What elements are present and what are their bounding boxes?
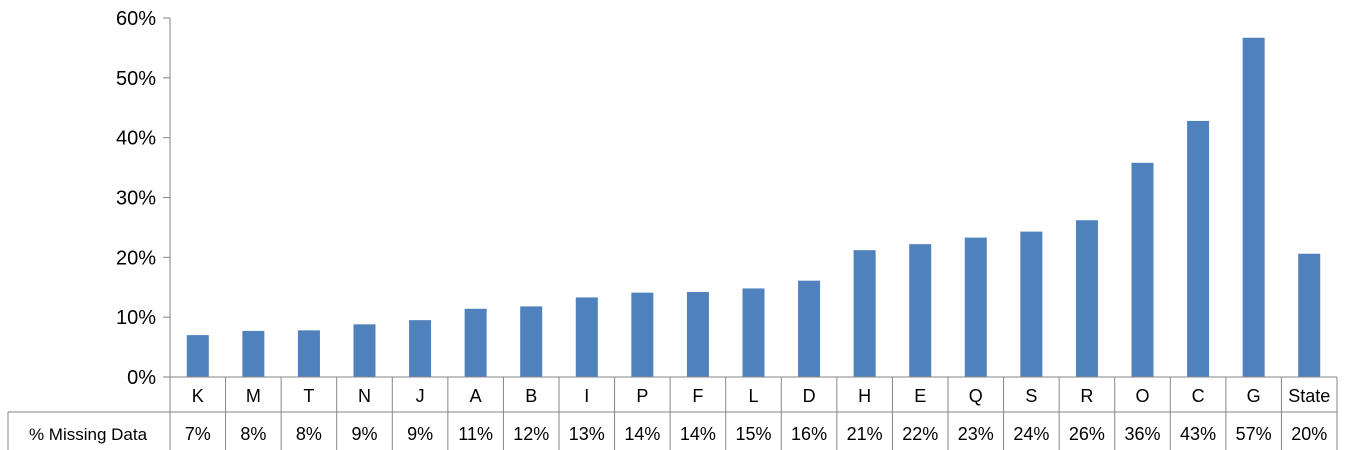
data-label: 26%	[1069, 424, 1105, 444]
data-label: 20%	[1291, 424, 1327, 444]
y-tick-label: 10%	[116, 307, 156, 329]
bar-i	[575, 297, 598, 377]
x-tick-label: Q	[969, 386, 983, 406]
y-tick-label: 20%	[116, 247, 156, 269]
x-tick-label: S	[1025, 386, 1037, 406]
data-label: 12%	[513, 424, 549, 444]
x-tick-label: State	[1288, 386, 1330, 406]
bar-h	[853, 250, 876, 377]
bar-t	[297, 330, 320, 377]
data-label: 36%	[1124, 424, 1160, 444]
data-label: 8%	[240, 424, 266, 444]
data-label: 14%	[680, 424, 716, 444]
bar-b	[520, 306, 543, 377]
bar-q	[964, 237, 987, 377]
bar-s	[1020, 231, 1043, 377]
y-tick-label: 40%	[116, 128, 156, 150]
data-label: 13%	[569, 424, 605, 444]
bar-n	[353, 324, 376, 377]
data-label: 9%	[351, 424, 377, 444]
x-tick-label: D	[803, 386, 816, 406]
bar-k	[186, 335, 209, 377]
x-tick-label: M	[246, 386, 261, 406]
data-label: 8%	[296, 424, 322, 444]
x-tick-label: C	[1192, 386, 1205, 406]
data-label: 43%	[1180, 424, 1216, 444]
bar-m	[242, 330, 265, 377]
x-tick-label: I	[584, 386, 589, 406]
bar-a	[464, 308, 487, 377]
x-tick-label: A	[470, 386, 482, 406]
data-label: 23%	[958, 424, 994, 444]
bar-d	[798, 280, 821, 377]
y-axis: 0% 10% 20% 30% 40% 50% 60%	[116, 8, 171, 389]
bar-f	[686, 292, 709, 377]
data-label: 7%	[185, 424, 211, 444]
data-label: 22%	[902, 424, 938, 444]
x-tick-label: N	[358, 386, 371, 406]
y-tick-label: 0%	[127, 367, 156, 389]
data-label: 14%	[624, 424, 660, 444]
data-table: % Missing Data K 7% M 8% T 8% N 9% J 9% A 11% B 12% I 1…	[7, 376, 1338, 450]
data-table-series-label: % Missing Data	[29, 425, 148, 444]
bar-p	[631, 292, 654, 377]
x-tick-label: L	[748, 386, 758, 406]
data-label: 24%	[1013, 424, 1049, 444]
bar-g	[1242, 37, 1265, 378]
bar-e	[909, 244, 932, 377]
bars	[186, 37, 1321, 378]
x-tick-label: G	[1247, 386, 1261, 406]
x-tick-label: F	[692, 386, 703, 406]
data-label: 21%	[847, 424, 883, 444]
data-label: 11%	[458, 424, 493, 444]
data-label: 16%	[791, 424, 827, 444]
x-tick-label: E	[914, 386, 926, 406]
bar-o	[1131, 162, 1154, 377]
bar-r	[1075, 220, 1098, 377]
data-label: 57%	[1236, 424, 1272, 444]
bar-l	[742, 288, 765, 377]
x-tick-label: R	[1080, 386, 1093, 406]
x-tick-label: B	[525, 386, 537, 406]
x-tick-label: O	[1135, 386, 1149, 406]
bar-c	[1187, 120, 1210, 377]
data-label: 9%	[407, 424, 433, 444]
y-tick-label: 50%	[116, 68, 156, 90]
x-tick-label: H	[858, 386, 871, 406]
y-tick-label: 60%	[116, 8, 156, 30]
x-tick-label: J	[416, 386, 425, 406]
bar-j	[409, 320, 432, 377]
y-tick-label: 30%	[116, 188, 156, 210]
x-tick-label: K	[192, 386, 204, 406]
bar-state	[1298, 253, 1321, 377]
x-tick-label: P	[636, 386, 648, 406]
data-label: 15%	[735, 424, 771, 444]
x-tick-label: T	[303, 386, 314, 406]
